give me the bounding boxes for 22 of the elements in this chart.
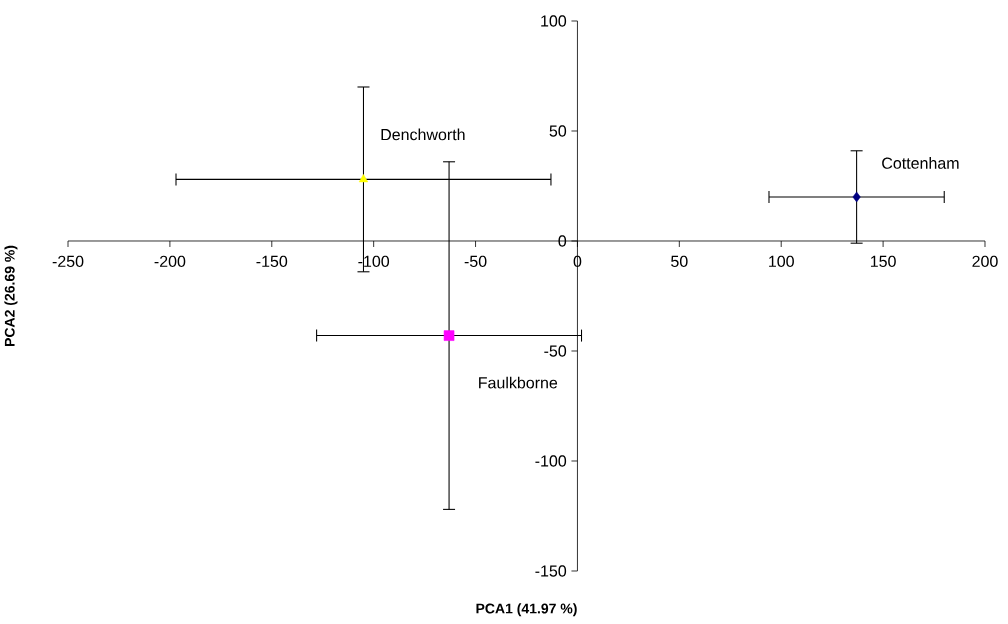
point bbox=[443, 330, 455, 341]
y-axis-title: PCA2 (26.69 %) bbox=[4, 245, 18, 347]
x-tick-label: 100 bbox=[769, 255, 794, 268]
text: Cottenham bbox=[882, 157, 959, 169]
x-tick-label: 50 bbox=[671, 255, 688, 268]
y-tick-label: -150 bbox=[535, 565, 567, 577]
text: Denchworth bbox=[381, 128, 465, 141]
x-axis-title: PCA1 (41.97 %) bbox=[476, 603, 577, 617]
x-tick-label: -50 bbox=[464, 255, 487, 268]
point bbox=[358, 174, 369, 183]
y-tick-label: -50 bbox=[544, 345, 567, 357]
x-tick-label: -200 bbox=[154, 255, 186, 268]
x-tick-label: -150 bbox=[256, 255, 288, 268]
point bbox=[852, 191, 861, 203]
y-tick-label: 0 bbox=[558, 235, 567, 247]
x-tick-label: 200 bbox=[972, 255, 998, 268]
y-tick-label: -100 bbox=[535, 455, 567, 467]
x-tick-label: -250 bbox=[52, 255, 84, 268]
y-tick-label: 100 bbox=[541, 15, 567, 27]
y-tick-label: 50 bbox=[549, 125, 567, 137]
x-tick-label: 150 bbox=[870, 255, 896, 268]
text: Faulkborne bbox=[479, 376, 558, 389]
